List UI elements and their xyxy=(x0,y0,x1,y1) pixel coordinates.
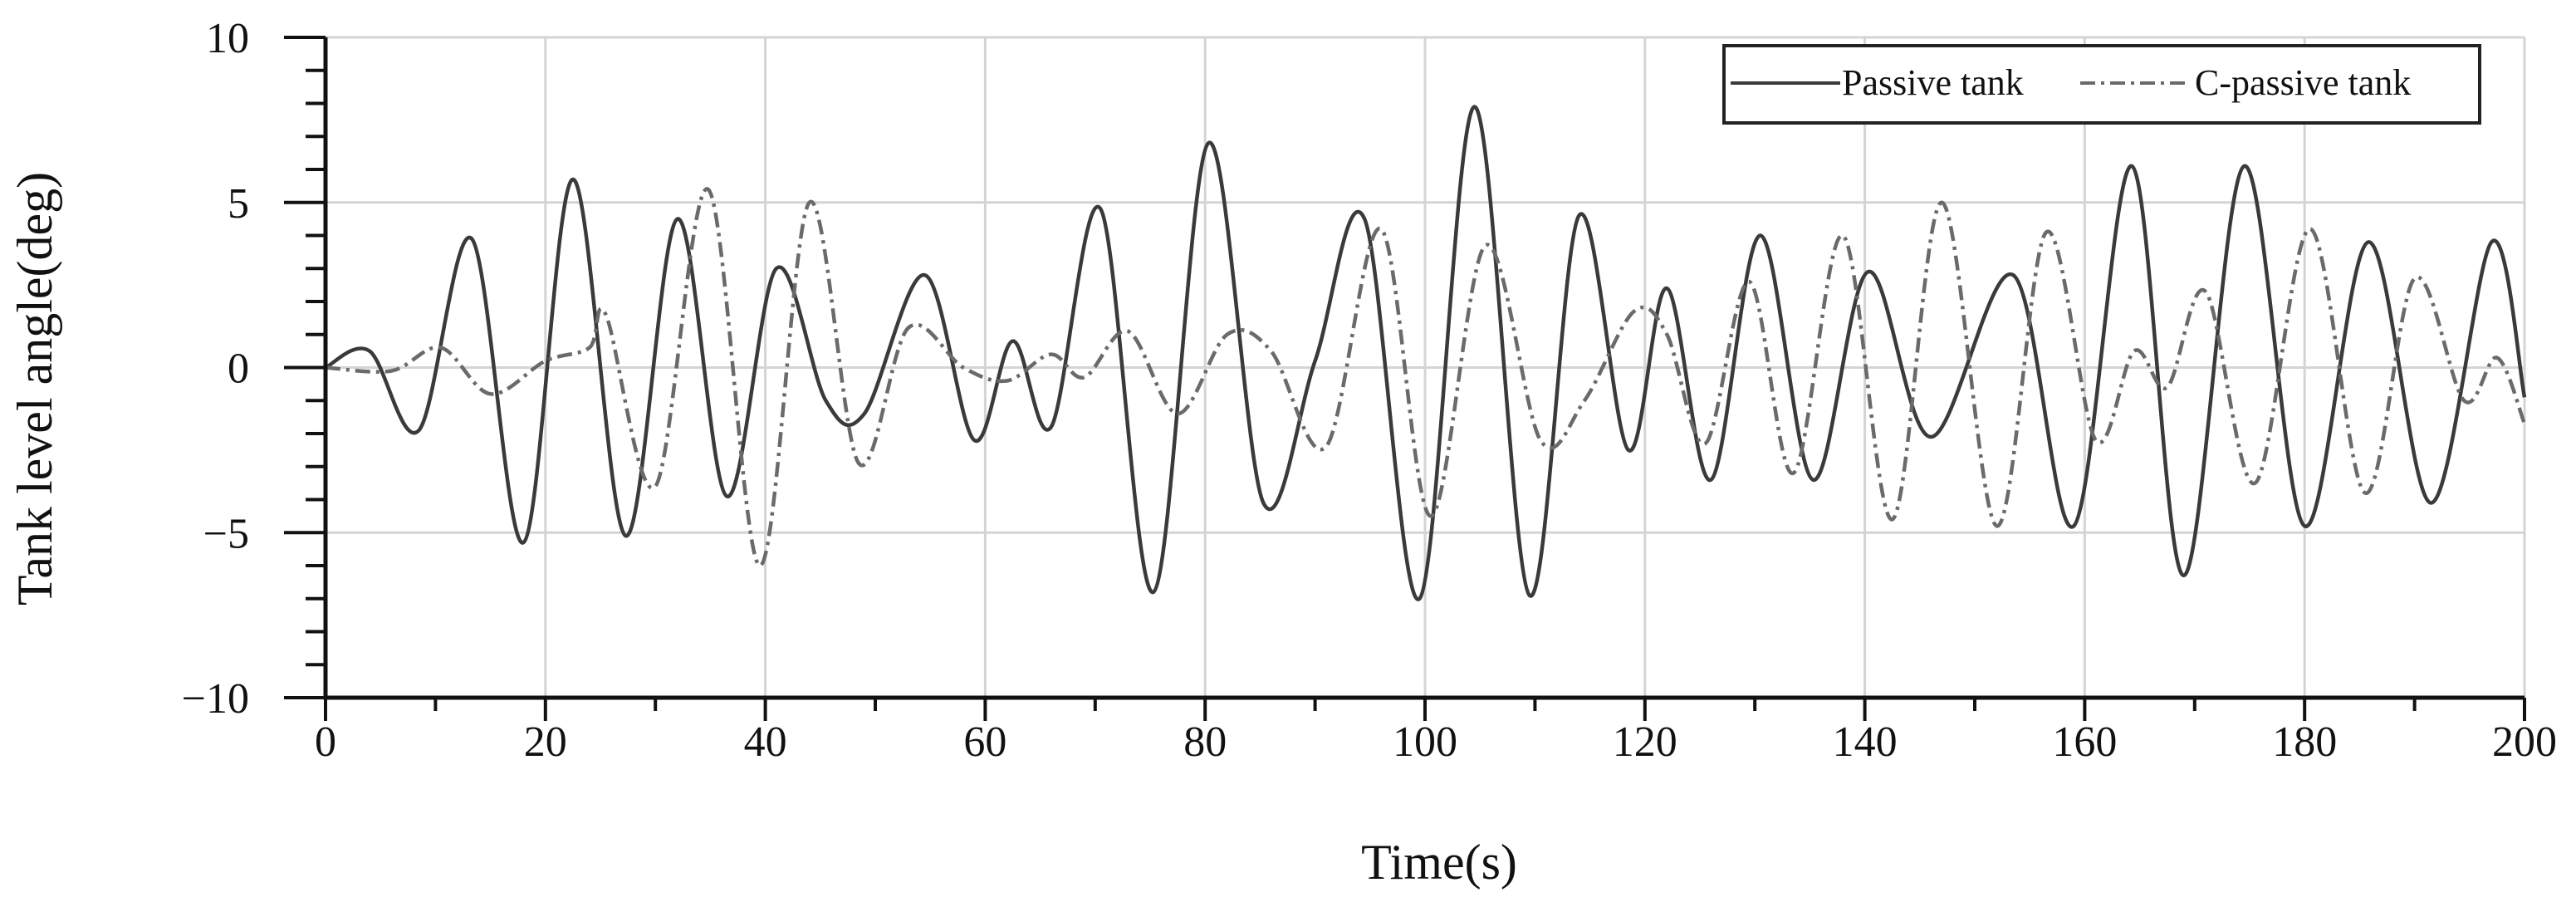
legend-label-c-passive-tank: C-passive tank xyxy=(2195,62,2411,103)
x-tick-label: 0 xyxy=(315,718,336,766)
legend-label-passive-tank: Passive tank xyxy=(1842,62,2024,103)
y-tick-labels: 10 5 0 −5 −10 xyxy=(182,15,249,723)
y-tick-label: −10 xyxy=(182,675,249,723)
y-axis-title: Tank level angle(deg) xyxy=(7,172,62,605)
axes xyxy=(284,36,2526,721)
x-tick-label: 200 xyxy=(2492,718,2557,766)
x-tick-label: 180 xyxy=(2272,718,2337,766)
x-tick-label: 20 xyxy=(524,718,567,766)
series-line-passive-tank xyxy=(324,105,2527,601)
series-layer xyxy=(324,105,2527,601)
grid xyxy=(324,36,2526,699)
x-tick-labels: 0 20 40 60 80 100 120 140 160 180 200 xyxy=(315,718,2557,766)
legend: Passive tank C-passive tank xyxy=(1722,44,2481,125)
y-tick-label: −5 xyxy=(203,510,249,557)
x-tick-label: 140 xyxy=(1833,718,1898,766)
x-tick-label: 100 xyxy=(1393,718,1457,766)
series-line-c-passive-tank xyxy=(325,187,2527,568)
x-tick-label: 80 xyxy=(1183,718,1227,766)
x-tick-label: 40 xyxy=(744,718,787,766)
x-tick-label: 60 xyxy=(963,718,1006,766)
x-tick-label: 160 xyxy=(2052,718,2117,766)
y-tick-label: 0 xyxy=(228,346,249,393)
x-tick-label: 120 xyxy=(1613,718,1677,766)
x-axis-title: Time(s) xyxy=(1361,835,1517,890)
y-tick-label: 10 xyxy=(206,15,249,62)
y-tick-label: 5 xyxy=(228,180,249,228)
